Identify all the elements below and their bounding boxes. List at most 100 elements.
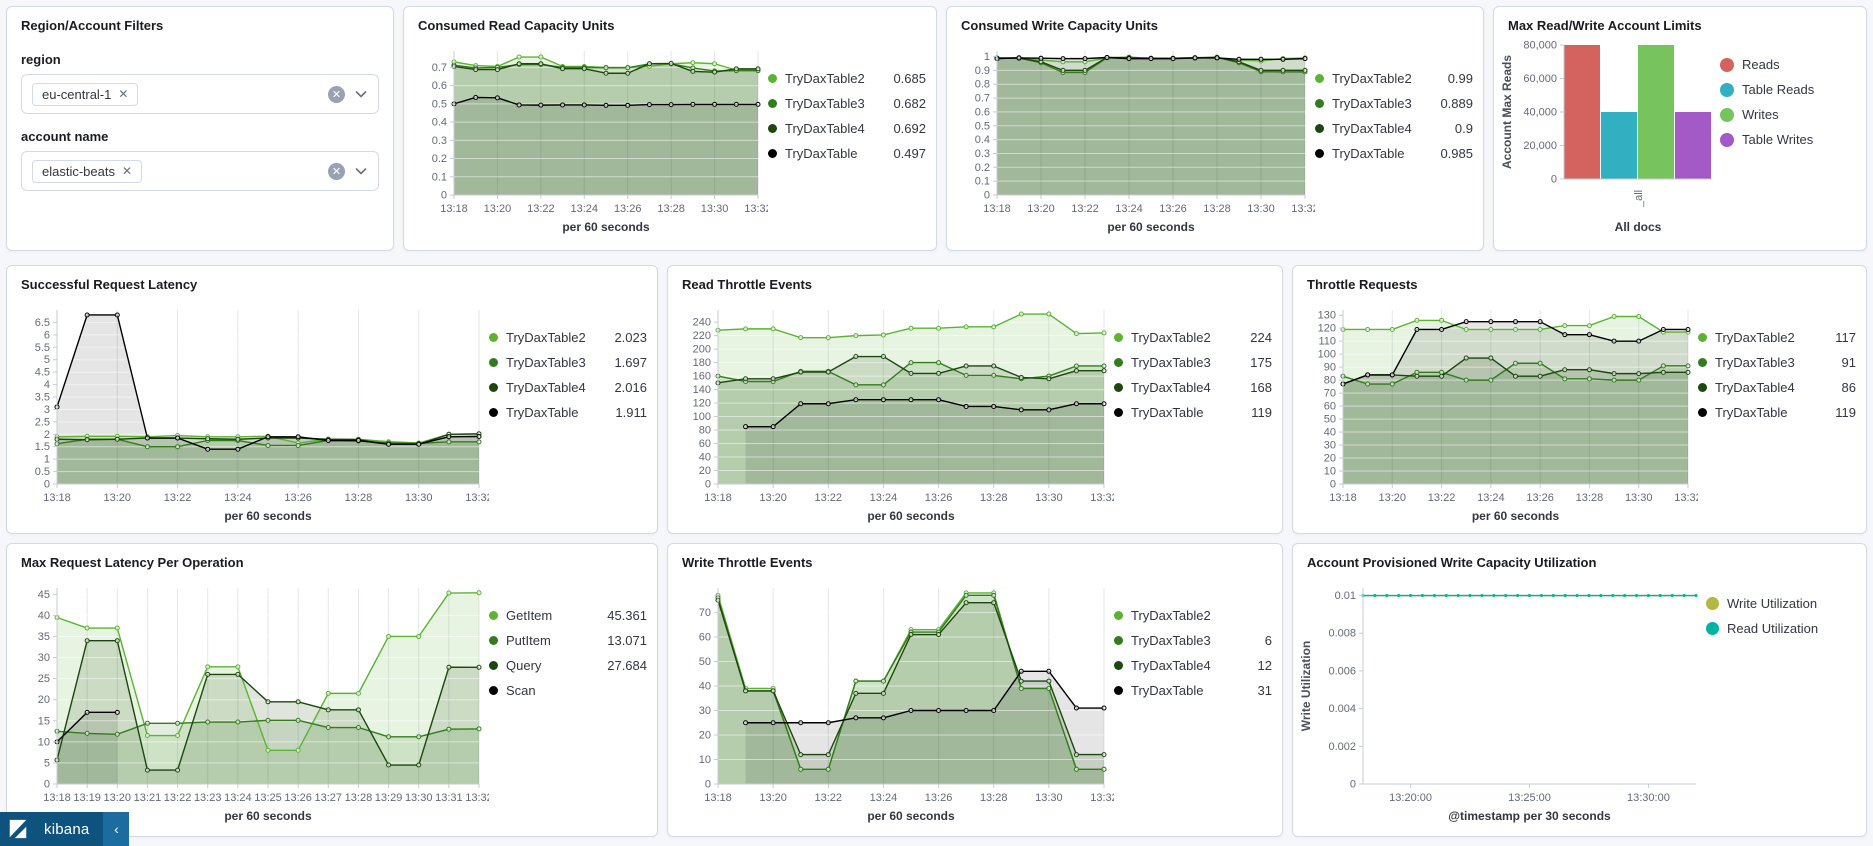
successful-request-latency-chart[interactable]: 00.511.522.533.544.555.566.5 13:18 13:20 13… <box>11 296 489 526</box>
legend-item[interactable]: TryDaxTable 1.911 <box>489 405 647 420</box>
svg-text:13:22: 13:22 <box>815 492 843 504</box>
series-name: Scan <box>506 683 536 698</box>
chevron-down-icon[interactable] <box>354 87 368 101</box>
kibana-nav-bar: kibana ‹ <box>0 812 130 846</box>
panel-title: Max Read/Write Account Limits <box>1508 18 1702 33</box>
panel-title: Max Request Latency Per Operation <box>21 555 244 570</box>
svg-text:100: 100 <box>693 411 711 423</box>
legend-item[interactable]: TryDaxTable4 12 <box>1114 658 1272 673</box>
legend-item[interactable]: Scan <box>489 683 647 698</box>
legend-item[interactable]: TryDaxTable4 86 <box>1698 380 1856 395</box>
svg-text:13:26: 13:26 <box>1159 203 1187 215</box>
legend-item[interactable]: GetItem 45.361 <box>489 608 647 623</box>
kibana-brand-label[interactable]: kibana <box>36 812 104 846</box>
series-value: 0.9 <box>1454 121 1473 136</box>
series-color-dot <box>489 383 498 392</box>
write-capacity-utilization-chart[interactable]: 0 0.002 0.004 0.006 0.008 0.01 13:20:00 13:25:0… <box>1297 574 1706 826</box>
legend-item[interactable]: Table Writes <box>1720 132 1856 147</box>
svg-text:13:32: 13:32 <box>465 792 489 804</box>
legend-item[interactable]: TryDaxTable3 91 <box>1698 355 1856 370</box>
panel-max-request-latency-per-operation: Max Request Latency Per Operation 0 5 10 15… <box>6 543 658 837</box>
svg-text:13:26: 13:26 <box>284 792 312 804</box>
svg-text:130: 130 <box>1318 310 1336 322</box>
legend-item[interactable]: TryDaxTable 0.985 <box>1315 146 1473 161</box>
svg-text:100: 100 <box>1318 349 1336 361</box>
legend-item[interactable]: Writes <box>1720 107 1856 122</box>
legend-item[interactable]: TryDaxTable3 0.682 <box>768 96 926 111</box>
svg-text:13:18: 13:18 <box>43 492 71 504</box>
series-color-dot <box>1114 636 1123 645</box>
svg-text:13:18: 13:18 <box>440 203 468 215</box>
legend-item[interactable]: Read Utilization <box>1706 621 1856 636</box>
svg-text:60: 60 <box>699 438 711 450</box>
series-color-dot <box>768 124 777 133</box>
region-select[interactable]: eu-central-1 ✕ ✕ <box>21 74 379 114</box>
legend-item[interactable]: TryDaxTable2 117 <box>1698 330 1856 345</box>
svg-text:0.6: 0.6 <box>432 80 447 92</box>
series-value: 0.985 <box>1440 146 1473 161</box>
legend-item[interactable]: TryDaxTable3 1.697 <box>489 355 647 370</box>
legend-item[interactable]: TryDaxTable2 <box>1114 608 1272 623</box>
svg-text:13:30:00: 13:30:00 <box>1627 792 1670 804</box>
svg-text:13:26: 13:26 <box>1526 492 1554 504</box>
svg-text:13:28: 13:28 <box>345 492 373 504</box>
svg-text:13:19: 13:19 <box>73 792 101 804</box>
legend-item[interactable]: TryDaxTable 0.497 <box>768 146 926 161</box>
legend-item[interactable]: TryDaxTable3 0.889 <box>1315 96 1473 111</box>
legend-item[interactable]: TryDaxTable4 0.9 <box>1315 121 1473 136</box>
svg-text:13:18: 13:18 <box>983 203 1011 215</box>
series-name: Table Reads <box>1742 82 1815 97</box>
legend-item[interactable]: TryDaxTable3 175 <box>1114 355 1272 370</box>
legend-item[interactable]: TryDaxTable4 168 <box>1114 380 1272 395</box>
chevron-down-icon[interactable] <box>354 164 368 178</box>
legend-item[interactable]: Table Reads <box>1720 82 1856 97</box>
legend-item[interactable]: TryDaxTable2 0.99 <box>1315 71 1473 86</box>
svg-text:80: 80 <box>699 425 711 437</box>
legend-item[interactable]: TryDaxTable2 0.685 <box>768 71 926 86</box>
legend-item[interactable]: TryDaxTable3 6 <box>1114 633 1272 648</box>
kibana-logo-icon[interactable] <box>0 812 36 846</box>
series-value: 1.697 <box>614 355 647 370</box>
legend-item[interactable]: TryDaxTable 119 <box>1698 405 1856 420</box>
remove-region-icon[interactable]: ✕ <box>118 87 129 101</box>
write-throttle-events-chart[interactable]: 0 10 20 30 40 50 60 70 13:18 13:20 13:22 13:24 13:26… <box>672 574 1114 826</box>
svg-text:70: 70 <box>1324 388 1336 400</box>
account-select[interactable]: elastic-beats ✕ ✕ <box>21 151 379 191</box>
svg-text:13:21: 13:21 <box>134 792 162 804</box>
svg-text:0.1: 0.1 <box>975 176 990 188</box>
series-value: 224 <box>1250 330 1272 345</box>
legend-item[interactable]: TryDaxTable 119 <box>1114 405 1272 420</box>
svg-text:13:25:00: 13:25:00 <box>1508 792 1551 804</box>
clear-account-icon[interactable]: ✕ <box>328 162 345 180</box>
collapse-nav-icon[interactable]: ‹ <box>103 812 130 846</box>
svg-text:40: 40 <box>699 452 711 464</box>
series-name: TryDaxTable2 <box>785 71 865 86</box>
series-name: TryDaxTable4 <box>1131 380 1211 395</box>
series-value: 0.99 <box>1447 71 1473 86</box>
legend-item[interactable]: TryDaxTable 31 <box>1114 683 1272 698</box>
legend-item[interactable]: TryDaxTable2 2.023 <box>489 330 647 345</box>
legend-item[interactable]: Query 27.684 <box>489 658 647 673</box>
legend-item[interactable]: TryDaxTable4 0.692 <box>768 121 926 136</box>
series-color-dot <box>1720 82 1734 97</box>
legend-item[interactable]: Write Utilization <box>1706 596 1856 611</box>
series-name: TryDaxTable4 <box>1715 380 1795 395</box>
svg-text:60: 60 <box>1324 401 1336 413</box>
series-color-dot <box>768 99 777 108</box>
svg-text:20: 20 <box>699 465 711 477</box>
account-limits-bar-chart[interactable]: 0 20,000 40,000 60,000 80,000 _all All docs Acc… <box>1498 37 1720 237</box>
legend-item[interactable]: PutItem 13.071 <box>489 633 647 648</box>
clear-region-icon[interactable]: ✕ <box>328 85 345 103</box>
legend-item[interactable]: Reads <box>1720 57 1856 72</box>
legend-item[interactable]: TryDaxTable4 2.016 <box>489 380 647 395</box>
remove-account-icon[interactable]: ✕ <box>121 164 133 178</box>
legend-item[interactable]: TryDaxTable2 224 <box>1114 330 1272 345</box>
region-selected-value: eu-central-1 <box>42 86 112 102</box>
svg-text:6: 6 <box>44 329 50 341</box>
consumed-write-chart[interactable]: 0 0.1 0.2 0.3 0.4 0.5 0.60.7 0.8 0.9 1 13:18 13:20 1… <box>951 37 1315 237</box>
consumed-read-chart[interactable]: 0 0.1 0.2 0.3 0.4 0.5 0.6 0.7 13:18 13:20 13:22 13:… <box>408 37 768 237</box>
